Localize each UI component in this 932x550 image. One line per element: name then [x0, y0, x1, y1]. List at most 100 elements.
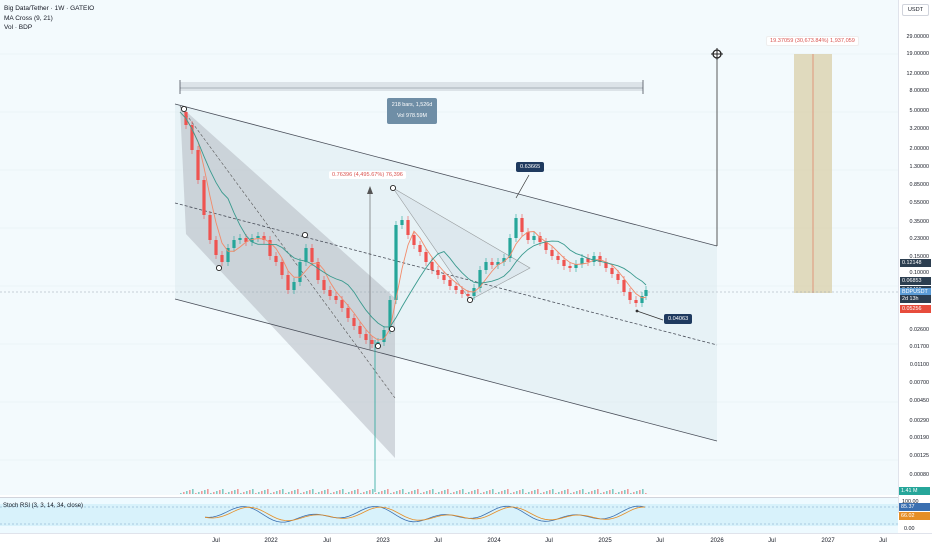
stoch-rsi-canvas[interactable] [0, 498, 898, 534]
candle-body [550, 250, 554, 256]
chart-canvas[interactable] [0, 0, 898, 495]
pivot-markers[interactable] [180, 105, 474, 350]
price-chart-pane[interactable]: Big Data/Tether · 1W · GATEIO MA Cross (… [0, 0, 898, 495]
candle-body [388, 300, 392, 330]
candle-body [532, 236, 536, 240]
volume-bar [225, 493, 227, 494]
candlestick-series[interactable] [184, 108, 648, 492]
volume-bar [180, 493, 182, 494]
price-tick: 0.01700 [909, 344, 930, 350]
candle-body [292, 282, 296, 290]
rsi-d-badge: 66.02 [899, 512, 930, 520]
candle-body [538, 236, 542, 242]
low-callout[interactable]: 0.04063 [664, 314, 693, 324]
candle-body [274, 256, 278, 262]
volume-bar [573, 492, 575, 494]
candle-body [196, 150, 200, 180]
volume-bar [216, 491, 218, 494]
time-label: 2025 [598, 538, 612, 544]
volume-bar [213, 492, 215, 494]
volume-bar [624, 490, 626, 494]
volume-bar [516, 491, 518, 494]
time-axis[interactable]: Jul 2022 Jul 2023 Jul 2024 Jul 2025 Jul 2026 Jul 20… [0, 533, 932, 550]
volume-bar [432, 489, 434, 494]
volume-bar [519, 490, 521, 494]
ma-fast-line[interactable] [179, 111, 647, 341]
time-label: 2022 [264, 538, 278, 544]
volume-bar [348, 492, 350, 494]
volume-bar [351, 491, 353, 494]
candle-body [310, 248, 314, 262]
volume-bar [333, 492, 335, 494]
price-axis[interactable]: 29.00000 19.00000 12.00000 8.00000 5.00000 3.… [898, 0, 932, 513]
ma-cross-indicator[interactable]: MA Cross (9, 21) [4, 14, 53, 22]
volume-bar [402, 489, 404, 494]
volume-bar [390, 493, 392, 494]
time-label: Jul [879, 538, 887, 544]
volume-bar [246, 491, 248, 494]
volume-bar [276, 491, 278, 494]
symbol-title[interactable]: Big Data/Tether · 1W · GATEIO [4, 5, 95, 12]
candle-body [334, 296, 338, 300]
high-callout[interactable]: 0.63665 [516, 162, 545, 172]
candle-body [448, 280, 452, 286]
volume-bar [270, 493, 272, 494]
volume-bar [612, 489, 614, 494]
volume-bar [426, 491, 428, 494]
stoch-rsi-label[interactable]: Stoch RSI (3, 3, 14, 34, close) [3, 503, 84, 509]
volume-bar [318, 492, 320, 494]
candle-body [610, 268, 614, 274]
volume-bar [381, 491, 383, 494]
candle-body [370, 340, 374, 344]
price-tick: 0.00450 [909, 398, 930, 404]
price-tick: 0.00290 [909, 418, 930, 424]
triangle-pattern[interactable] [392, 187, 531, 301]
price-tick: 0.00700 [909, 380, 930, 386]
volume-bar [567, 489, 569, 494]
volume-bar [366, 491, 368, 494]
channel-top-line[interactable] [174, 103, 718, 247]
volume-bar [396, 491, 398, 494]
channel-bottom-line[interactable] [174, 298, 718, 442]
volume-bar [498, 492, 500, 494]
price-label-badge: 0.05256 [900, 305, 931, 313]
candle-body [346, 308, 350, 318]
candle-body [208, 215, 212, 240]
volume-bar [183, 492, 185, 494]
volume-bar [480, 493, 482, 494]
channel-fill [175, 104, 717, 441]
candle-body [628, 292, 632, 300]
candle-body [202, 180, 206, 215]
candle-body [514, 218, 518, 238]
currency-button[interactable]: USDT [902, 4, 929, 16]
volume-bar [315, 493, 317, 494]
ma-slow-line[interactable] [179, 111, 647, 328]
candle-body [644, 290, 648, 296]
volume-bar [537, 489, 539, 494]
volume-indicator[interactable]: Vol · BDP [4, 24, 33, 31]
stoch-rsi-pane[interactable]: Stoch RSI (3, 3, 14, 34, close) [0, 497, 898, 533]
volume-bar [585, 493, 587, 494]
price-tick: 0.01100 [909, 362, 929, 368]
volume-bar [501, 491, 503, 494]
volume-bar [534, 490, 536, 494]
volume-bar [618, 492, 620, 494]
volume-bar [249, 490, 251, 494]
price-tick: 0.23000 [909, 236, 930, 242]
volume-bar [645, 493, 647, 494]
candle-body [214, 240, 218, 255]
price-tick: 19.00000 [906, 51, 929, 57]
projection-label: 19.37059 (30,673.84%) 1,937,059 [766, 36, 859, 46]
time-label: 2024 [487, 538, 501, 544]
candle-body [322, 280, 326, 290]
candle-body [286, 275, 290, 290]
volume-bar [462, 489, 464, 494]
volume-bar [360, 493, 362, 494]
volume-bar [522, 489, 524, 494]
volume-bar [447, 489, 449, 494]
candle-body [490, 262, 494, 265]
volume-bar [189, 490, 191, 494]
volume-bar [285, 493, 287, 494]
candle-body [574, 264, 578, 268]
volume-bar [384, 490, 386, 494]
